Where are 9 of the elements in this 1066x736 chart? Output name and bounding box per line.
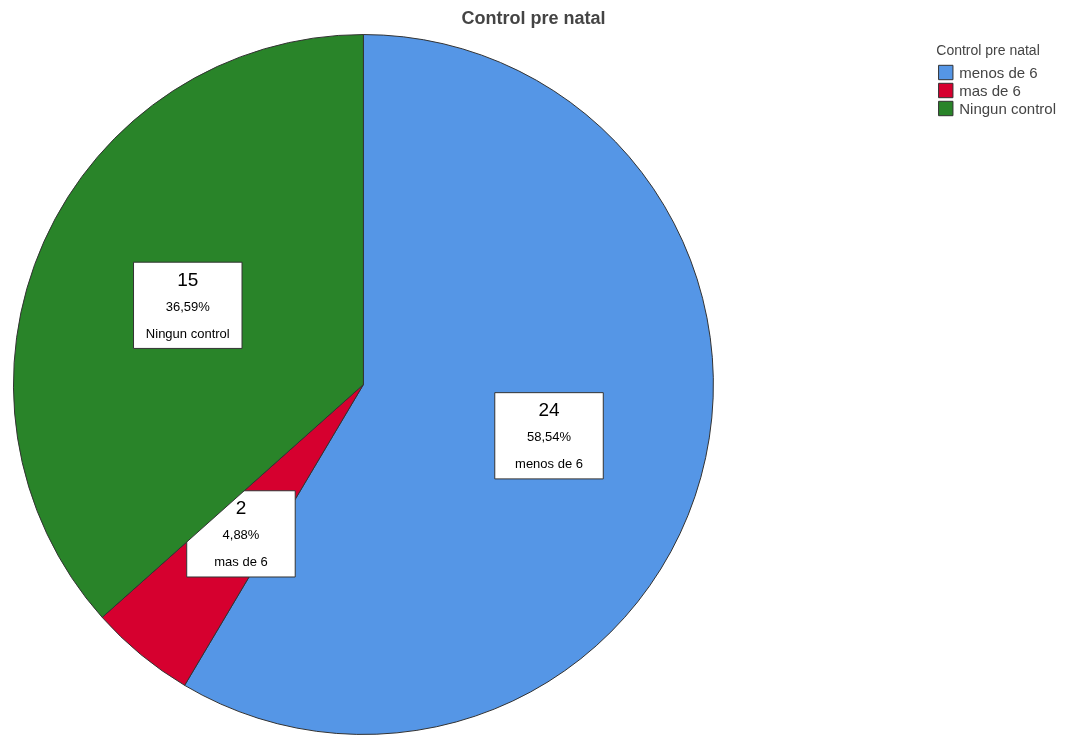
chart-title: Control pre natal — [461, 7, 606, 28]
slice-label: mas de 6 — [214, 554, 268, 570]
legend-label: mas de 6 — [959, 81, 1021, 99]
legend-label: menos de 6 — [959, 63, 1038, 81]
slice-label: Ningun control — [145, 325, 230, 341]
legend-label: Ningun control — [959, 99, 1056, 117]
slice-label: menos de 6 — [515, 456, 583, 472]
legend-title: Control pre natal — [936, 42, 1041, 58]
data-label: 15 36,59% — [165, 268, 211, 314]
